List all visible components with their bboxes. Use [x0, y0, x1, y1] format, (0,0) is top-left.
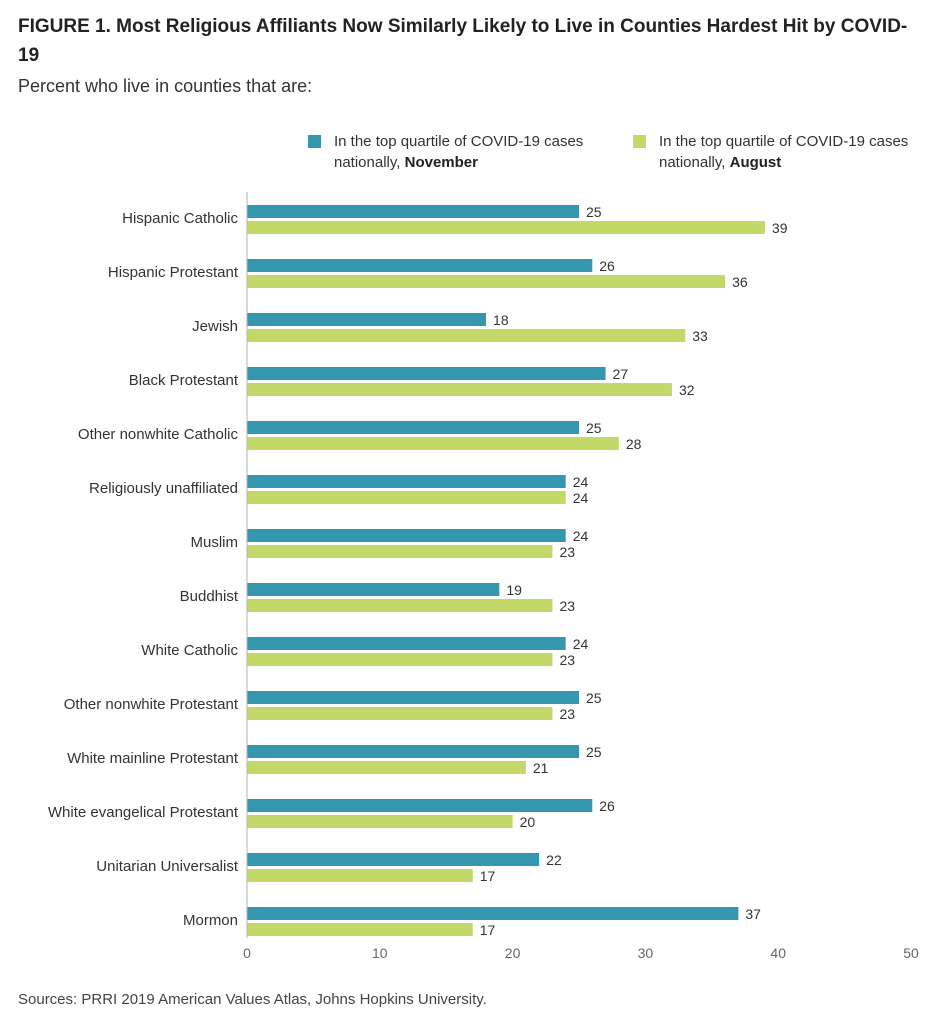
source-note: Sources: PRRI 2019 American Values Atlas… [18, 991, 487, 1008]
legend-bold-august: August [729, 154, 782, 171]
data-label-white-catholic-august: 23 [559, 652, 575, 668]
bar-muslim-august [247, 545, 553, 558]
x-tick-label-40: 40 [770, 945, 786, 961]
bar-other-nonwhite-catholic-august [247, 437, 619, 450]
category-label-hispanic-protestant: Hispanic Protestant [108, 264, 239, 281]
data-label-muslim-november: 24 [573, 528, 589, 544]
bar-other-nonwhite-catholic-november [247, 421, 579, 434]
x-tick-label-50: 50 [903, 945, 919, 961]
legend-text-august: In the top quartile of COVID-19 cases na… [659, 133, 909, 171]
bar-white-catholic-november [247, 637, 566, 650]
data-label-white-evangelical-protestant-august: 20 [520, 814, 536, 830]
data-label-hispanic-protestant-november: 26 [599, 258, 615, 274]
data-label-hispanic-protestant-august: 36 [732, 274, 748, 290]
bar-unitarian-universalist-august [247, 869, 473, 882]
data-label-buddhist-november: 19 [506, 582, 522, 598]
legend-swatch-november [308, 135, 321, 148]
bar-white-mainline-protestant-august [247, 761, 526, 774]
category-label-other-nonwhite-protestant: Other nonwhite Protestant [64, 696, 239, 713]
bar-jewish-november [247, 313, 487, 326]
category-label-white-evangelical-protestant: White evangelical Protestant [48, 804, 239, 821]
data-label-white-evangelical-protestant-november: 26 [599, 798, 615, 814]
bar-hispanic-catholic-august [247, 221, 765, 234]
data-label-jewish-november: 18 [493, 312, 509, 328]
data-label-religiously-unaffiliated-november: 24 [573, 474, 589, 490]
category-label-buddhist: Buddhist [180, 588, 239, 605]
data-label-other-nonwhite-protestant-august: 23 [559, 706, 575, 722]
category-label-jewish: Jewish [192, 318, 238, 335]
data-label-unitarian-universalist-august: 17 [480, 868, 496, 884]
bar-buddhist-august [247, 599, 553, 612]
legend-bold-november: November [404, 154, 478, 171]
data-label-muslim-august: 23 [559, 544, 575, 560]
bar-white-evangelical-protestant-august [247, 815, 513, 828]
category-label-mormon: Mormon [183, 912, 238, 929]
bar-hispanic-protestant-august [247, 275, 726, 288]
bar-mormon-august [247, 923, 473, 936]
bar-white-mainline-protestant-november [247, 745, 579, 758]
category-label-unitarian-universalist: Unitarian Universalist [96, 858, 239, 875]
data-label-black-protestant-august: 32 [679, 382, 695, 398]
bar-hispanic-protestant-november [247, 259, 593, 272]
chart-title: FIGURE 1. Most Religious Affiliants Now … [18, 16, 908, 66]
bar-other-nonwhite-protestant-august [247, 707, 553, 720]
bar-black-protestant-august [247, 383, 672, 396]
bar-white-catholic-august [247, 653, 553, 666]
data-label-buddhist-august: 23 [559, 598, 575, 614]
bar-religiously-unaffiliated-august [247, 491, 566, 504]
category-label-white-catholic: White Catholic [141, 642, 238, 659]
category-label-white-mainline-protestant: White mainline Protestant [67, 750, 239, 767]
x-tick-label-0: 0 [243, 945, 251, 961]
category-label-hispanic-catholic: Hispanic Catholic [122, 210, 238, 227]
x-tick-label-20: 20 [505, 945, 521, 961]
data-label-white-mainline-protestant-august: 21 [533, 760, 549, 776]
data-label-hispanic-catholic-november: 25 [586, 204, 602, 220]
legend-swatch-august [633, 135, 646, 148]
bar-religiously-unaffiliated-november [247, 475, 566, 488]
data-label-religiously-unaffiliated-august: 24 [573, 490, 589, 506]
bar-other-nonwhite-protestant-november [247, 691, 579, 704]
bar-white-evangelical-protestant-november [247, 799, 593, 812]
category-label-other-nonwhite-catholic: Other nonwhite Catholic [78, 426, 239, 443]
bar-jewish-august [247, 329, 686, 342]
data-label-mormon-november: 37 [745, 906, 761, 922]
category-label-muslim: Muslim [191, 534, 239, 551]
data-label-unitarian-universalist-november: 22 [546, 852, 562, 868]
data-label-other-nonwhite-protestant-november: 25 [586, 690, 602, 706]
bar-unitarian-universalist-november [247, 853, 540, 866]
bar-black-protestant-november [247, 367, 606, 380]
data-label-white-catholic-november: 24 [573, 636, 589, 652]
bar-hispanic-catholic-november [247, 205, 579, 218]
data-label-mormon-august: 17 [480, 922, 496, 938]
bar-mormon-november [247, 907, 739, 920]
data-label-black-protestant-november: 27 [613, 366, 629, 382]
data-label-jewish-august: 33 [692, 328, 708, 344]
legend-text-november: In the top quartile of COVID-19 cases na… [334, 133, 584, 171]
category-label-black-protestant: Black Protestant [129, 372, 239, 389]
bar-muslim-november [247, 529, 566, 542]
data-label-other-nonwhite-catholic-august: 28 [626, 436, 642, 452]
x-tick-label-10: 10 [372, 945, 388, 961]
data-label-other-nonwhite-catholic-november: 25 [586, 420, 602, 436]
data-label-hispanic-catholic-august: 39 [772, 220, 788, 236]
chart-subtitle: Percent who live in counties that are: [18, 76, 313, 96]
category-label-religiously-unaffiliated: Religiously unaffiliated [89, 480, 238, 497]
data-label-white-mainline-protestant-november: 25 [586, 744, 602, 760]
x-tick-label-30: 30 [638, 945, 654, 961]
bar-buddhist-november [247, 583, 500, 596]
